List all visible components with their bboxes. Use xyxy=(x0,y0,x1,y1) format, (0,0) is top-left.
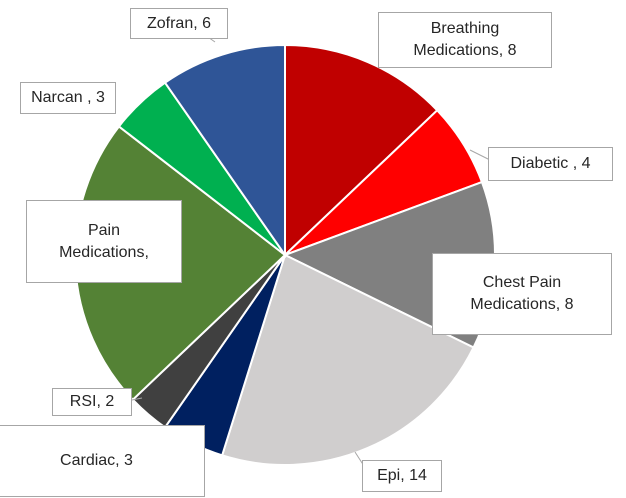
pie-slice xyxy=(163,43,286,259)
data-label: Narcan , 3 xyxy=(20,82,116,114)
pie-slice xyxy=(220,253,475,466)
leader-line xyxy=(469,149,491,161)
data-label: Cardiac, 3 xyxy=(0,425,205,497)
data-label: Epi, 14 xyxy=(362,460,442,492)
data-label: Chest Pain Medications, 8 xyxy=(432,253,612,335)
leader-line xyxy=(131,397,143,401)
data-label: Diabetic , 4 xyxy=(488,147,613,181)
pie-slice xyxy=(284,43,439,258)
data-label: Pain Medications, xyxy=(26,200,182,283)
data-label: Breathing Medications, 8 xyxy=(378,12,552,68)
data-label: Zofran, 6 xyxy=(130,8,228,39)
data-label: RSI, 2 xyxy=(52,388,132,416)
